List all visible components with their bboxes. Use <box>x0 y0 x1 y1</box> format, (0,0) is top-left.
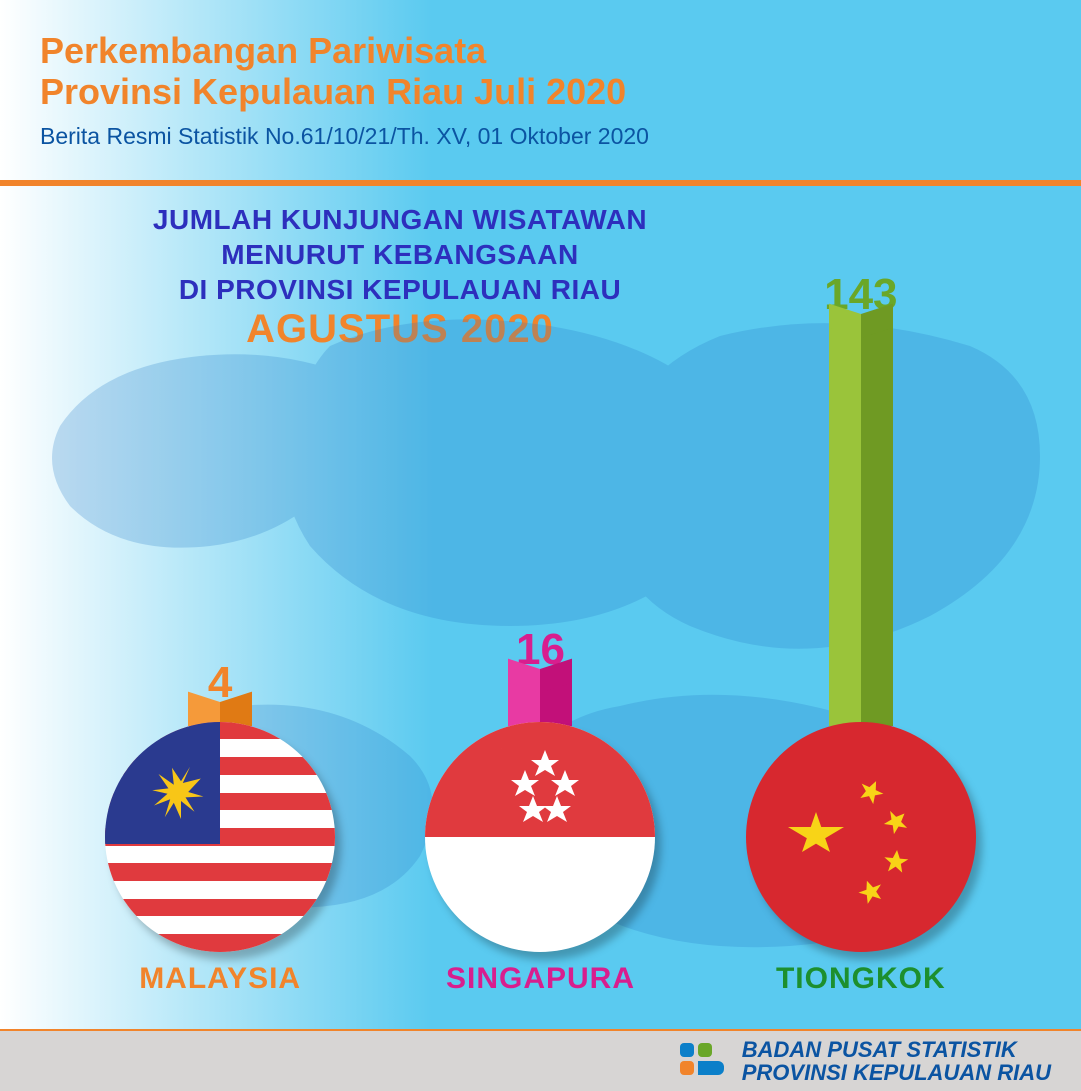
footer-text: BADAN PUSAT STATISTIK PROVINSI KEPULAUAN… <box>742 1038 1051 1084</box>
bar-tiongkok <box>829 326 893 726</box>
malaysia-emblem-icon <box>118 738 208 828</box>
bar-column-malaysia: 4 MALAYSIA <box>105 658 335 996</box>
china-stars-icon <box>746 722 976 952</box>
country-label-tiongkok: TIONGKOK <box>776 962 946 996</box>
bps-logo-icon <box>674 1037 728 1085</box>
page-title: Perkembangan Pariwisata Provinsi Kepulau… <box>40 30 1041 113</box>
flag-singapura <box>425 722 655 952</box>
bar-columns: 4 MALAYSIA <box>0 286 1081 1006</box>
flag-tiongkok <box>746 722 976 952</box>
bar-column-singapura: 16 <box>425 625 655 996</box>
bar-singapura <box>508 681 572 726</box>
title-line-2: Provinsi Kepulauan Riau Juli 2020 <box>40 71 626 112</box>
footer-text-line-1: BADAN PUSAT STATISTIK <box>742 1038 1051 1061</box>
singapore-emblem-icon <box>425 722 655 837</box>
flag-malaysia <box>105 722 335 952</box>
country-label-singapura: SINGAPURA <box>446 962 635 996</box>
bar-column-tiongkok: 143 TIO <box>746 270 976 996</box>
page-subtitle: Berita Resmi Statistik No.61/10/21/Th. X… <box>40 123 1041 150</box>
country-label-malaysia: MALAYSIA <box>139 962 301 996</box>
chart-area: JUMLAH KUNJUNGAN WISATAWAN MENURUT KEBAN… <box>0 186 1081 1006</box>
footer-text-line-2: PROVINSI KEPULAUAN RIAU <box>742 1061 1051 1084</box>
footer: BADAN PUSAT STATISTIK PROVINSI KEPULAUAN… <box>0 1029 1081 1091</box>
header: Perkembangan Pariwisata Provinsi Kepulau… <box>0 0 1081 160</box>
title-line-1: Perkembangan Pariwisata <box>40 30 486 71</box>
